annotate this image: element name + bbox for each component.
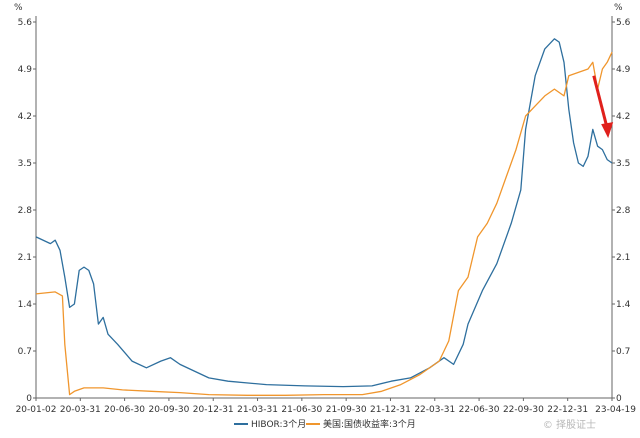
series-line-us-treasury	[35, 51, 613, 396]
y-tick-label-right: 5.6	[616, 18, 631, 28]
series-layer	[35, 38, 613, 396]
y-tick-label-left: 4.9	[18, 65, 33, 75]
axes: 0 0 0.7 0.7 1.4 1.4 2.1 2.1 2.8 2.8 3.5 3.5 4.2 4.2 4.…	[16, 16, 636, 415]
legend: HIBOR:3个月 美国:国债收益率:3个月	[234, 418, 416, 430]
y-tick-label-left: 0	[26, 394, 32, 404]
trend-arrow	[592, 75, 614, 139]
y-tick-label-right: 2.8	[616, 206, 631, 216]
x-tick-label: 21-06-30	[281, 405, 322, 415]
y-tick-label-right: 2.1	[616, 253, 630, 263]
arrow-shaft	[592, 75, 609, 129]
y-tick-label-right: 1.4	[616, 300, 631, 310]
y-tick-label-right: 4.2	[616, 112, 630, 122]
y-tick-label-left: 5.6	[18, 18, 33, 28]
left-unit-label: %	[14, 3, 23, 13]
y-tick-label-right: 0.7	[616, 347, 630, 357]
y-tick-label-right: 0	[616, 394, 622, 404]
x-tick-label: 20-09-30	[148, 405, 189, 415]
x-tick-label: 20-06-30	[104, 405, 145, 415]
y-tick-label-left: 2.1	[18, 253, 32, 263]
legend-label: 美国:国债收益率:3个月	[323, 418, 416, 430]
y-tick-label-left: 4.2	[18, 112, 32, 122]
x-tick-label: 22-06-30	[459, 405, 500, 415]
x-tick-label: 21-12-31	[370, 405, 411, 415]
y-tick-label-right: 3.5	[616, 159, 630, 169]
series-line-hibor	[35, 38, 613, 388]
y-tick-label-left: 0.7	[18, 347, 32, 357]
x-tick-label: 22-03-31	[414, 405, 455, 415]
arrow-head	[601, 122, 614, 139]
x-tick-label: 20-03-31	[60, 405, 101, 415]
y-tick-label-right: 4.9	[616, 65, 631, 75]
y-tick-label-left: 2.8	[18, 206, 33, 216]
legend-label: HIBOR:3个月	[251, 419, 306, 430]
x-tick-label: 21-09-30	[326, 405, 367, 415]
x-tick-label: 20-01-02	[16, 405, 57, 415]
x-tick-label: 20-12-31	[193, 405, 234, 415]
x-tick-label: 22-09-30	[503, 405, 544, 415]
x-tick-label: 21-03-31	[237, 405, 278, 415]
right-unit-label: %	[614, 3, 623, 13]
y-tick-label-left: 1.4	[18, 300, 33, 310]
x-tick-label: 22-12-31	[547, 405, 588, 415]
y-tick-label-left: 3.5	[18, 159, 32, 169]
watermark: © 择股证士	[543, 418, 596, 431]
x-tick-label: 23-04-19	[595, 405, 636, 415]
